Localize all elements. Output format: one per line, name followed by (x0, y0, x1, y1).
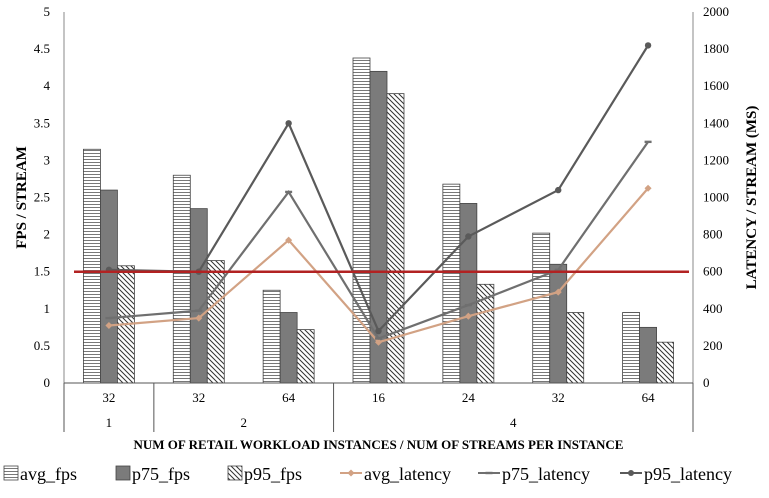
point-avg_latency (644, 184, 652, 192)
y-left-tick-label: 3 (44, 152, 51, 167)
point-avg_latency (195, 314, 203, 322)
y-axis-left-title: FPS / STREAM (14, 146, 30, 249)
point-avg_latency (105, 321, 113, 330)
point-avg_latency (464, 312, 472, 320)
legend: avg_fps p75_fps p95_fps avg_latency p75_late… (3, 464, 732, 484)
bar-avg_fps (262, 289, 281, 384)
axes: 0 0.5 1 1.5 2 2.5 3 3.5 4 4.5 5 0 200 400 600 800 1000 12… (34, 4, 729, 390)
bar-p95_fps (566, 312, 585, 384)
legend-marker-p75_latency (485, 471, 493, 475)
point-p75_latency (285, 190, 293, 194)
bar-avg_fps (622, 312, 640, 384)
bar-p75_fps (459, 203, 478, 384)
y-right-tick-label: 800 (703, 227, 723, 242)
y-right-tick-label: 200 (703, 338, 723, 353)
bar-p75_fps (639, 326, 657, 384)
bar-avg_fps (352, 57, 371, 384)
stream-count-label: 16 (372, 390, 386, 405)
y-right-tick-label: 0 (703, 375, 710, 390)
point-p75_latency (554, 268, 562, 272)
point-p95_latency (555, 186, 562, 194)
bar-p75_fps (189, 208, 208, 384)
bar-p95_fps (656, 341, 674, 384)
bar-avg_fps (172, 174, 191, 384)
legend-swatch-p75_fps (115, 465, 131, 481)
bar-avg_fps (83, 148, 101, 384)
point-avg_latency (374, 338, 383, 346)
y-right-tick-label: 1800 (703, 41, 729, 56)
point-p75_latency (375, 337, 382, 340)
legend-swatch-avg_fps (3, 465, 19, 481)
point-p95_latency (465, 233, 472, 240)
bar-p75_fps (279, 312, 298, 384)
stream-count-label: 64 (642, 390, 656, 405)
legend-label-avg_latency: avg_latency (364, 464, 451, 484)
y-left-tick-label: 2.5 (34, 190, 50, 205)
y-right-tick-label: 1200 (703, 152, 729, 167)
bar-p75_fps (100, 189, 118, 384)
legend-marker-avg_latency (347, 469, 355, 477)
legend-label-p75_fps: p75_fps (132, 464, 190, 484)
legend-label-p75_latency: p75_latency (502, 464, 590, 484)
instance-count-label: 2 (240, 415, 247, 430)
bar-p95_fps (296, 329, 315, 384)
y-right-tick-label: 1400 (703, 115, 729, 130)
instance-count-label: 1 (106, 415, 113, 430)
stream-count-label: 32 (552, 390, 565, 405)
x-axis-title: NUM OF RETAIL WORKLOAD INSTANCES / NUM O… (134, 437, 624, 452)
stream-count-label: 32 (102, 390, 115, 405)
y-right-tick-label: 400 (703, 301, 723, 316)
y-right-tick-label: 2000 (703, 4, 729, 19)
instance-count-label: 4 (510, 415, 517, 430)
x-axis-table: 32 32 64 16 24 32 641 2 4 (63, 382, 694, 432)
point-avg_latency (554, 288, 562, 296)
point-p95_latency (644, 42, 652, 49)
legend-marker-p95_latency (628, 470, 634, 476)
point-p75_latency (195, 309, 203, 312)
point-avg_latency (285, 236, 293, 244)
y-left-tick-label: 1.5 (34, 264, 50, 279)
point-p75_latency (464, 303, 472, 307)
stream-count-label: 32 (192, 390, 205, 405)
legend-label-p95_latency: p95_latency (644, 464, 732, 484)
y-right-tick-label: 1000 (703, 190, 729, 205)
legend-swatch-p95_fps (227, 465, 243, 481)
y-left-tick-label: 5 (44, 4, 51, 19)
point-p75_latency (644, 140, 652, 144)
y-left-tick-label: 3.5 (34, 115, 50, 130)
y-right-tick-label: 600 (703, 264, 723, 279)
y-left-tick-label: 0.5 (34, 338, 50, 353)
y-left-tick-label: 2 (44, 227, 51, 242)
stream-count-label: 24 (462, 390, 476, 405)
bar-avg_fps (532, 232, 551, 384)
y-left-tick-label: 1 (44, 301, 51, 316)
bar-avg_fps (442, 183, 461, 384)
stream-count-label: 64 (282, 390, 296, 405)
axis-titles: NUM OF RETAIL WORKLOAD INSTANCES / NUM O… (14, 106, 760, 452)
y-right-tick-label: 1600 (703, 78, 729, 93)
legend-label-p95_fps: p95_fps (244, 464, 302, 484)
point-p95_latency (375, 327, 382, 335)
point-p95_latency (285, 120, 292, 127)
legend-label-avg_fps: avg_fps (20, 464, 77, 484)
y-left-tick-label: 4.5 (34, 41, 50, 56)
y-left-tick-label: 4 (44, 78, 51, 93)
point-p75_latency (105, 316, 113, 320)
y-left-tick-label: 0 (44, 375, 51, 390)
y-axis-right-title: LATENCY / STREAM (MS) (744, 106, 760, 290)
bar-p75_fps (549, 263, 568, 384)
